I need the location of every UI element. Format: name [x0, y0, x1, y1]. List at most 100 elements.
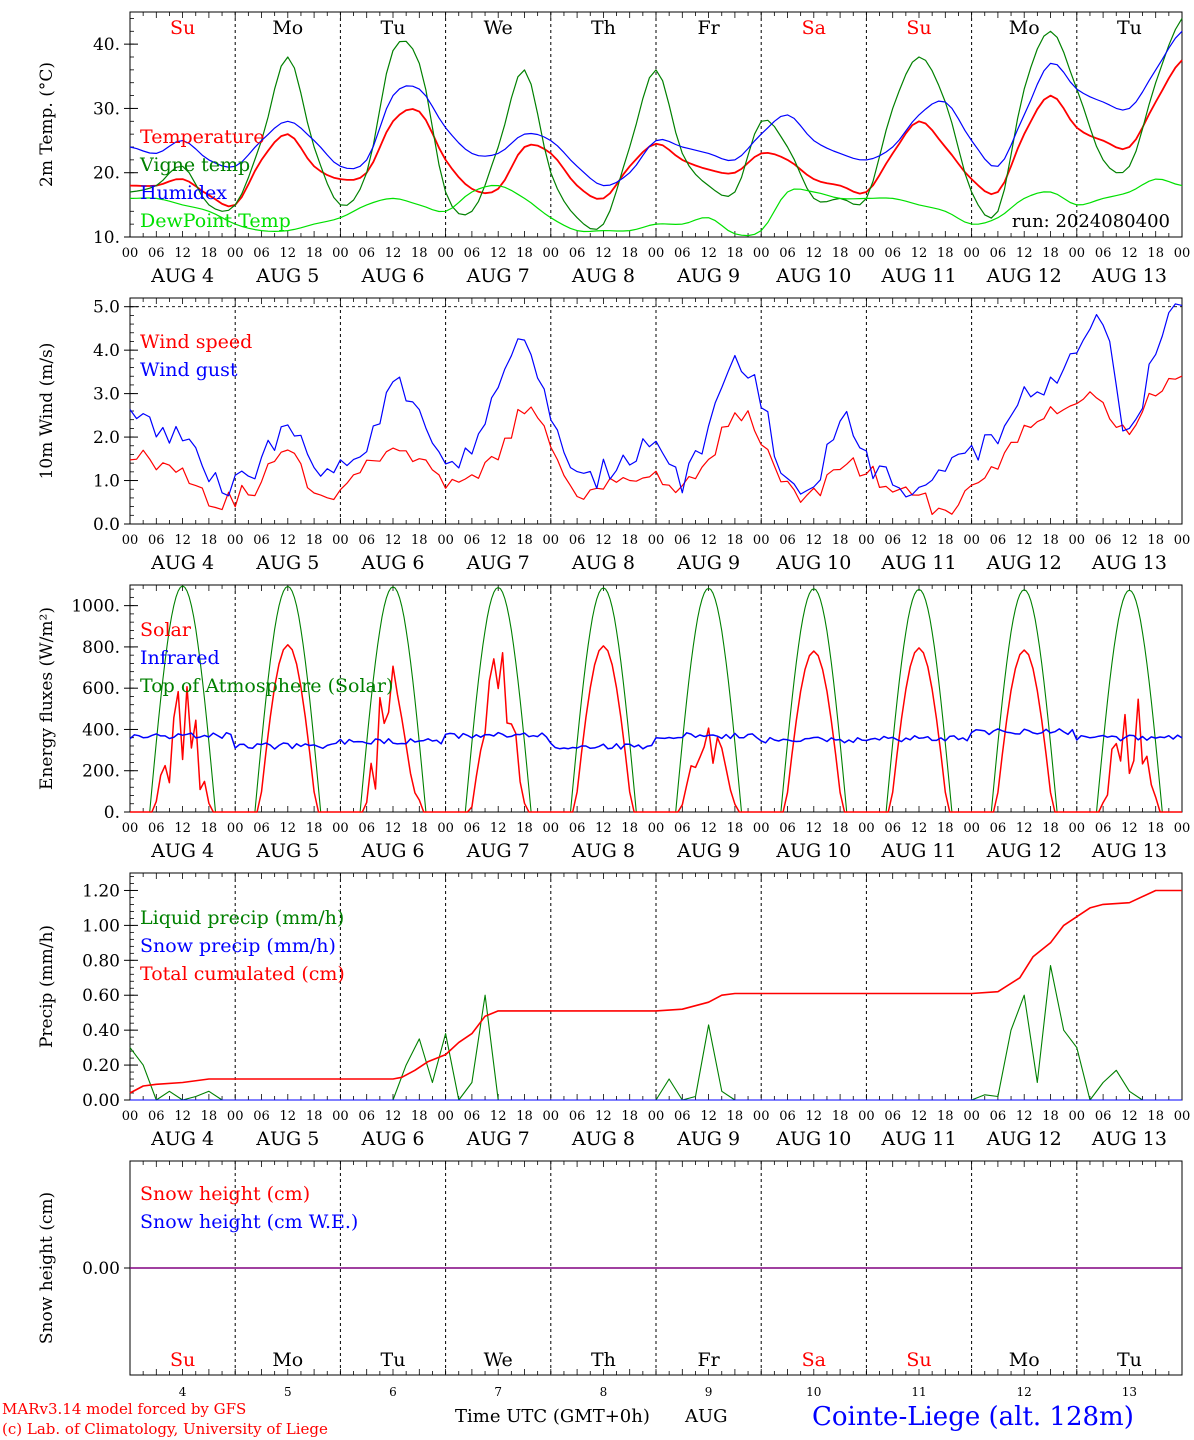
date-label: AUG 8 [571, 840, 635, 862]
hour-tick-label: 06 [674, 821, 691, 836]
hour-tick-label: 12 [1016, 246, 1033, 261]
series-group [129, 18, 1183, 237]
series-line-vigne-temp [129, 18, 1183, 230]
hour-tick-label: 00 [1174, 246, 1191, 261]
run-annotation: run: 2024080400 [1012, 211, 1170, 232]
y-tick-label: 3.0 [93, 385, 120, 405]
weekday-label: Sa [802, 1349, 826, 1371]
legend-entry: Snow height (cm W.E.) [140, 1211, 358, 1233]
y-tick-label: 1000. [71, 597, 120, 617]
y-tick-label: 400. [82, 720, 120, 740]
hour-tick-label: 18 [201, 533, 218, 548]
hour-tick-label: 06 [990, 533, 1007, 548]
hour-tick-label: 12 [806, 1109, 823, 1124]
y-axis-label: 2m Temp. (°C) [37, 62, 57, 187]
y-tick-label: 20. [93, 164, 120, 184]
hour-tick-label: 00 [437, 533, 454, 548]
bottom-day-number: 4 [179, 1385, 187, 1399]
y-axis-label: Energy fluxes (W/m²) [37, 607, 57, 790]
hour-tick-label: 12 [1016, 533, 1033, 548]
weekday-label: We [484, 17, 513, 39]
hour-tick-label: 00 [543, 1109, 560, 1124]
hour-tick-label: 18 [832, 1109, 849, 1124]
hour-tick-label: 00 [1069, 246, 1086, 261]
hour-tick-label: 06 [1095, 246, 1112, 261]
y-tick-label: 0.60 [82, 986, 120, 1006]
y-tick-label: 30. [93, 99, 120, 119]
y-tick-label: 0.40 [82, 1021, 120, 1041]
hour-tick-label: 18 [621, 1109, 638, 1124]
hour-tick-label: 12 [911, 1109, 928, 1124]
y-tick-label: 0.00 [82, 1259, 120, 1279]
hour-tick-label: 12 [1121, 533, 1138, 548]
hour-tick-label: 00 [1174, 533, 1191, 548]
date-label: AUG 10 [775, 552, 851, 574]
hour-tick-label: 06 [464, 1109, 481, 1124]
legend-entry: Vigne temp [139, 154, 250, 176]
hour-tick-label: 00 [332, 246, 349, 261]
hour-tick-label: 00 [227, 246, 244, 261]
legend-entry: Liquid precip (mm/h) [140, 907, 344, 929]
hour-tick-label: 06 [1095, 821, 1112, 836]
hour-tick-label: 06 [1095, 533, 1112, 548]
bottom-day-number: 9 [705, 1385, 713, 1399]
hour-tick-label: 18 [201, 246, 218, 261]
date-label: AUG 8 [571, 265, 635, 287]
hour-tick-label: 06 [884, 246, 901, 261]
date-label: AUG 10 [775, 265, 851, 287]
hour-tick-label: 00 [648, 821, 665, 836]
hour-tick-label: 12 [911, 533, 928, 548]
bottom-day-number: 12 [1017, 1385, 1032, 1399]
legend-entry: Wind gust [140, 359, 238, 381]
series-group [129, 303, 1183, 516]
hour-tick-label: 00 [122, 1109, 139, 1124]
hour-tick-label: 06 [253, 533, 270, 548]
hour-tick-label: 06 [148, 533, 165, 548]
model-credit: MARv3.14 model forced by GFS [2, 1400, 247, 1418]
date-label: AUG 11 [880, 552, 956, 574]
date-label: AUG 4 [150, 265, 214, 287]
hour-tick-label: 12 [1121, 1109, 1138, 1124]
date-label: AUG 4 [150, 840, 214, 862]
hour-tick-label: 00 [122, 533, 139, 548]
date-label: AUG 13 [1091, 552, 1167, 574]
hour-tick-label: 12 [174, 246, 191, 261]
date-label: AUG 5 [255, 265, 319, 287]
date-label: AUG 13 [1091, 265, 1167, 287]
hour-tick-label: 18 [306, 533, 323, 548]
series-line-wind-speed [129, 375, 1183, 516]
hour-tick-label: 06 [674, 246, 691, 261]
hour-tick-label: 00 [227, 821, 244, 836]
hour-tick-label: 00 [122, 821, 139, 836]
hour-tick-label: 12 [280, 821, 297, 836]
bottom-day-number: 10 [806, 1385, 821, 1399]
date-label: AUG 7 [466, 265, 530, 287]
hour-tick-label: 06 [358, 246, 375, 261]
hour-tick-label: 18 [727, 246, 744, 261]
y-axis-label: Precip (mm/h) [37, 925, 57, 1048]
hour-tick-label: 12 [385, 246, 402, 261]
hour-tick-label: 00 [963, 246, 980, 261]
bottom-day-number: 13 [1122, 1385, 1137, 1399]
hour-tick-label: 06 [884, 821, 901, 836]
panel-precip: 0.00 0.20 0.40 0.60 0.80 1.00 1.20 Precip (mm/h… [37, 872, 1190, 1150]
hour-tick-label: 18 [937, 533, 954, 548]
hour-tick-label: 18 [832, 246, 849, 261]
y-axis-label: 10m Wind (m/s) [37, 343, 57, 480]
weekday-label: Mo [1009, 1349, 1040, 1371]
hour-tick-label: 00 [437, 1109, 454, 1124]
date-label: AUG 6 [360, 840, 424, 862]
bottom-day-number: 11 [911, 1385, 926, 1399]
hour-tick-label: 06 [358, 533, 375, 548]
y-tick-label: 0.0 [93, 515, 120, 535]
hour-tick-label: 06 [464, 821, 481, 836]
weekday-label: Su [170, 1349, 195, 1371]
series-line-total-cumulated-cm- [129, 889, 1182, 1094]
hour-tick-label: 06 [779, 533, 796, 548]
hour-tick-label: 12 [700, 821, 717, 836]
hour-tick-label: 18 [832, 533, 849, 548]
bottom-day-number: 5 [284, 1385, 292, 1399]
date-label: AUG 12 [986, 552, 1062, 574]
hour-tick-label: 00 [858, 533, 875, 548]
